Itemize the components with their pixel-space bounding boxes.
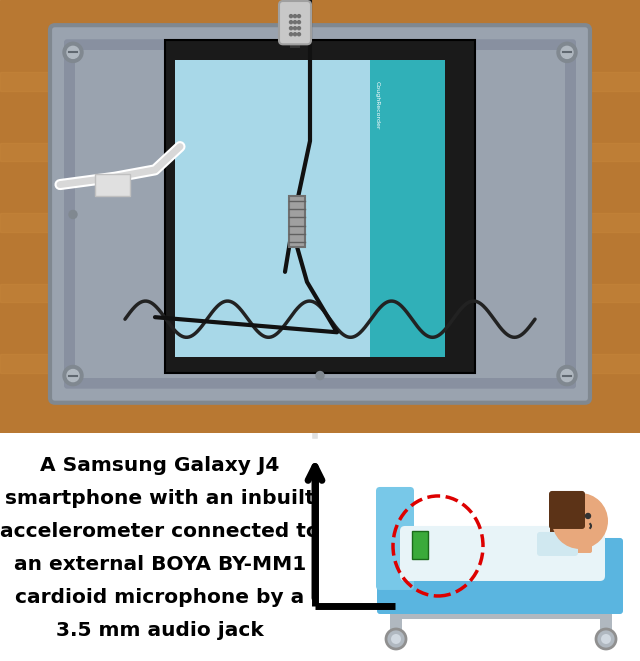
Circle shape xyxy=(586,514,591,518)
FancyBboxPatch shape xyxy=(377,538,623,614)
Bar xyxy=(600,609,612,639)
Circle shape xyxy=(294,26,296,30)
Circle shape xyxy=(289,33,292,36)
Circle shape xyxy=(601,634,611,644)
Bar xyxy=(390,609,402,639)
Circle shape xyxy=(69,210,77,219)
Bar xyxy=(412,531,428,559)
Bar xyxy=(289,196,305,247)
Bar xyxy=(175,60,445,358)
Bar xyxy=(0,143,640,161)
FancyBboxPatch shape xyxy=(64,39,576,389)
Circle shape xyxy=(561,369,573,381)
Circle shape xyxy=(289,15,292,18)
Circle shape xyxy=(289,26,292,30)
Circle shape xyxy=(67,46,79,58)
Text: an external BOYA BY-MM1: an external BOYA BY-MM1 xyxy=(14,555,306,574)
Text: smartphone with an inbuilt: smartphone with an inbuilt xyxy=(5,489,315,508)
Circle shape xyxy=(294,15,296,18)
Bar xyxy=(0,284,640,302)
FancyBboxPatch shape xyxy=(549,491,585,529)
Circle shape xyxy=(294,20,296,24)
FancyBboxPatch shape xyxy=(50,25,590,403)
Circle shape xyxy=(63,366,83,385)
Bar xyxy=(390,609,610,619)
Text: CoughRecorder: CoughRecorder xyxy=(375,81,380,129)
Bar xyxy=(165,40,475,373)
Bar xyxy=(370,60,445,358)
Circle shape xyxy=(557,366,577,385)
Circle shape xyxy=(298,20,301,24)
FancyBboxPatch shape xyxy=(568,519,592,553)
Circle shape xyxy=(391,634,401,644)
Circle shape xyxy=(316,371,324,379)
Circle shape xyxy=(289,20,292,24)
Circle shape xyxy=(67,369,79,381)
FancyBboxPatch shape xyxy=(376,487,414,590)
Circle shape xyxy=(596,629,616,649)
Text: cardioid microphone by a: cardioid microphone by a xyxy=(15,588,305,607)
Circle shape xyxy=(552,493,608,549)
Bar xyxy=(0,73,640,91)
Bar xyxy=(75,50,565,377)
FancyBboxPatch shape xyxy=(550,514,569,548)
Circle shape xyxy=(561,46,573,58)
Circle shape xyxy=(298,26,301,30)
Bar xyxy=(0,354,640,373)
Circle shape xyxy=(294,33,296,36)
Circle shape xyxy=(557,42,577,62)
FancyBboxPatch shape xyxy=(537,532,578,556)
Circle shape xyxy=(298,15,301,18)
Bar xyxy=(95,175,130,196)
Text: accelerometer connected to: accelerometer connected to xyxy=(0,522,320,541)
Text: A Samsung Galaxy J4: A Samsung Galaxy J4 xyxy=(40,456,280,475)
Circle shape xyxy=(386,629,406,649)
Circle shape xyxy=(298,33,301,36)
FancyBboxPatch shape xyxy=(400,526,605,581)
Text: 3.5 mm audio jack: 3.5 mm audio jack xyxy=(56,621,264,640)
FancyBboxPatch shape xyxy=(279,1,311,44)
Bar xyxy=(0,214,640,231)
Circle shape xyxy=(63,42,83,62)
Bar xyxy=(290,38,300,48)
